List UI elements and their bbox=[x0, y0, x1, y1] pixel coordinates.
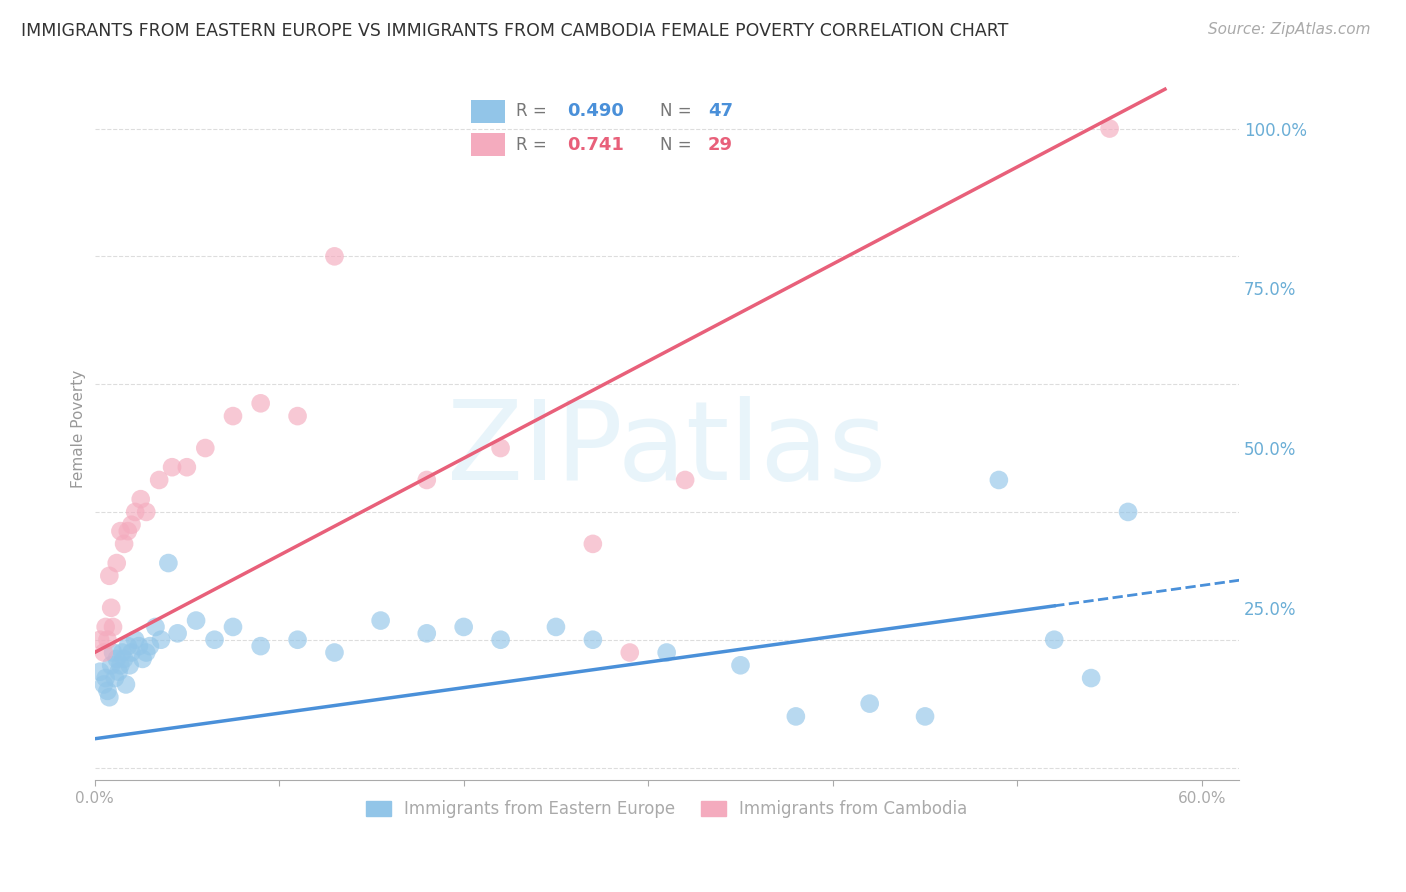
Text: IMMIGRANTS FROM EASTERN EUROPE VS IMMIGRANTS FROM CAMBODIA FEMALE POVERTY CORREL: IMMIGRANTS FROM EASTERN EUROPE VS IMMIGR… bbox=[21, 22, 1008, 40]
Point bbox=[105, 556, 128, 570]
Point bbox=[93, 677, 115, 691]
Point bbox=[94, 671, 117, 685]
Point bbox=[194, 441, 217, 455]
Point bbox=[323, 646, 346, 660]
Point bbox=[100, 658, 122, 673]
Point bbox=[157, 556, 180, 570]
Point bbox=[287, 409, 309, 423]
Point bbox=[94, 620, 117, 634]
Point bbox=[96, 632, 118, 647]
Point bbox=[121, 517, 143, 532]
Point bbox=[1116, 505, 1139, 519]
Point bbox=[184, 614, 207, 628]
Point bbox=[111, 646, 134, 660]
Point bbox=[914, 709, 936, 723]
Text: ZIPatlas: ZIPatlas bbox=[447, 396, 886, 503]
Point bbox=[176, 460, 198, 475]
Point bbox=[100, 600, 122, 615]
Point bbox=[96, 683, 118, 698]
Point bbox=[89, 665, 111, 679]
Point bbox=[489, 632, 512, 647]
Point bbox=[98, 569, 121, 583]
Point bbox=[416, 626, 439, 640]
Point bbox=[105, 652, 128, 666]
Point bbox=[987, 473, 1010, 487]
Point bbox=[115, 677, 138, 691]
Point bbox=[453, 620, 475, 634]
Point bbox=[150, 632, 173, 647]
Point bbox=[118, 658, 141, 673]
Point bbox=[730, 658, 752, 673]
Point bbox=[107, 665, 129, 679]
Point bbox=[582, 632, 605, 647]
Point bbox=[370, 614, 392, 628]
Legend: Immigrants from Eastern Europe, Immigrants from Cambodia: Immigrants from Eastern Europe, Immigran… bbox=[360, 793, 974, 825]
Point bbox=[489, 441, 512, 455]
Point bbox=[544, 620, 567, 634]
Point bbox=[124, 632, 146, 647]
Point bbox=[112, 537, 135, 551]
Point bbox=[131, 652, 153, 666]
Point bbox=[139, 639, 162, 653]
Point bbox=[129, 492, 152, 507]
Point bbox=[128, 639, 150, 653]
Point bbox=[222, 620, 245, 634]
Point bbox=[673, 473, 696, 487]
Point bbox=[93, 646, 115, 660]
Point bbox=[655, 646, 678, 660]
Point bbox=[287, 632, 309, 647]
Point bbox=[249, 396, 271, 410]
Point bbox=[249, 639, 271, 653]
Point bbox=[98, 690, 121, 705]
Point bbox=[323, 249, 346, 263]
Point bbox=[110, 658, 132, 673]
Point bbox=[124, 505, 146, 519]
Point bbox=[121, 646, 143, 660]
Point bbox=[222, 409, 245, 423]
Point bbox=[104, 671, 127, 685]
Point bbox=[101, 646, 124, 660]
Point bbox=[117, 524, 139, 538]
Point bbox=[110, 524, 132, 538]
Point bbox=[1043, 632, 1066, 647]
Point bbox=[117, 639, 139, 653]
Point bbox=[859, 697, 882, 711]
Point bbox=[1080, 671, 1102, 685]
Point bbox=[145, 620, 167, 634]
Y-axis label: Female Poverty: Female Poverty bbox=[72, 370, 86, 488]
Point bbox=[148, 473, 170, 487]
Point bbox=[785, 709, 807, 723]
Point bbox=[101, 620, 124, 634]
Point bbox=[135, 505, 157, 519]
Point bbox=[160, 460, 183, 475]
Text: Source: ZipAtlas.com: Source: ZipAtlas.com bbox=[1208, 22, 1371, 37]
Point bbox=[204, 632, 226, 647]
Point bbox=[166, 626, 188, 640]
Point bbox=[582, 537, 605, 551]
Point bbox=[135, 646, 157, 660]
Point bbox=[112, 652, 135, 666]
Point bbox=[1098, 121, 1121, 136]
Point bbox=[416, 473, 439, 487]
Point bbox=[89, 632, 111, 647]
Point bbox=[619, 646, 641, 660]
